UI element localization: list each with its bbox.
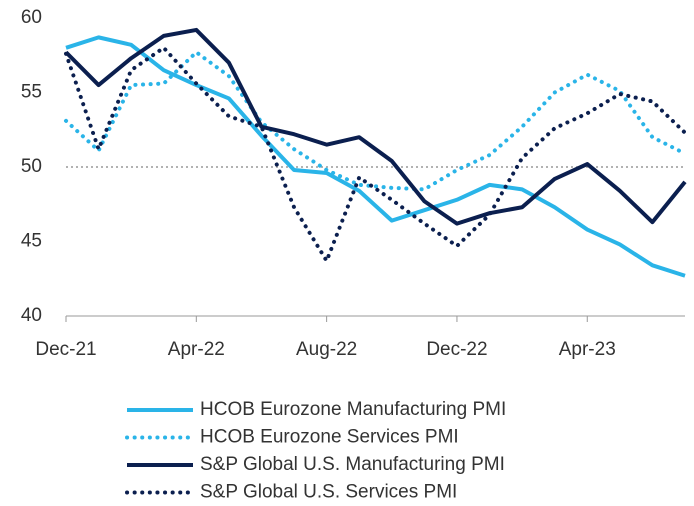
legend-label: HCOB Eurozone Services PMI bbox=[200, 427, 459, 448]
x-tick-label: Dec-21 bbox=[35, 339, 96, 360]
x-tick-label: Dec-22 bbox=[426, 339, 487, 360]
legend-label: S&P Global U.S. Services PMI bbox=[200, 482, 457, 503]
y-tick-label: 40 bbox=[21, 305, 42, 326]
y-tick-label: 45 bbox=[21, 231, 42, 252]
x-tick-label: Apr-22 bbox=[168, 339, 225, 360]
series-line bbox=[64, 50, 687, 192]
series-line bbox=[64, 27, 687, 226]
y-tick-label: 60 bbox=[21, 7, 42, 28]
y-tick-label: 50 bbox=[21, 156, 42, 177]
y-tick-label: 55 bbox=[21, 82, 42, 103]
series-line bbox=[64, 45, 687, 263]
series-line bbox=[65, 35, 686, 278]
x-tick-label: Aug-22 bbox=[296, 339, 357, 360]
legend-label: HCOB Eurozone Manufacturing PMI bbox=[200, 399, 506, 420]
legend-label: S&P Global U.S. Manufacturing PMI bbox=[200, 454, 505, 475]
x-tick-label: Apr-23 bbox=[559, 339, 616, 360]
